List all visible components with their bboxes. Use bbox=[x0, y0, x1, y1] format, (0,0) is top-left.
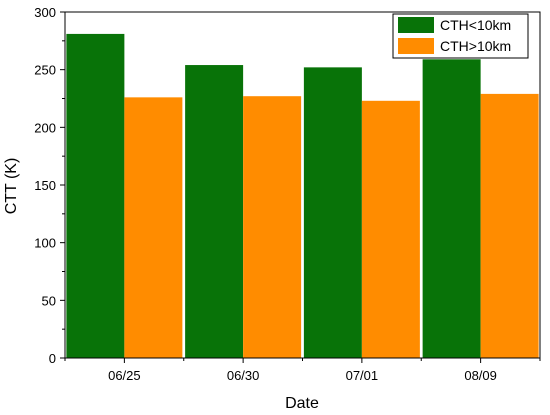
y-tick-label: 250 bbox=[34, 63, 56, 78]
legend-swatch-cth-above-10km bbox=[398, 38, 434, 54]
x-tick-label: 07/01 bbox=[346, 368, 379, 383]
y-tick-label: 50 bbox=[42, 293, 56, 308]
legend: CTH<10km CTH>10km bbox=[392, 13, 529, 59]
y-axis-title: CTT (K) bbox=[3, 158, 20, 215]
bar-cth-below-10km-07-01 bbox=[303, 67, 362, 359]
x-tick-label: 06/30 bbox=[227, 368, 260, 383]
bar-cth-below-10km-06-25 bbox=[66, 33, 125, 359]
bar-cth-above-10km-08-09 bbox=[480, 93, 539, 359]
y-tick-label: 300 bbox=[34, 5, 56, 20]
bar-cth-below-10km-08-09 bbox=[422, 59, 481, 358]
legend-label-cth-above-10km: CTH>10km bbox=[440, 38, 511, 54]
bars-group bbox=[66, 33, 539, 359]
bar-cth-above-10km-06-25 bbox=[124, 97, 183, 358]
y-tick-label: 0 bbox=[49, 351, 56, 366]
x-tick-label: 08/09 bbox=[464, 368, 497, 383]
y-tick-label: 200 bbox=[34, 120, 56, 135]
legend-label-cth-below-10km: CTH<10km bbox=[440, 17, 511, 33]
legend-swatch-cth-below-10km bbox=[398, 17, 434, 33]
plot-frame bbox=[64, 11, 541, 359]
bar-cth-above-10km-06-30 bbox=[243, 96, 302, 359]
bar-cth-below-10km-06-30 bbox=[185, 65, 244, 358]
y-tick-label: 100 bbox=[34, 236, 56, 251]
y-tick-label: 150 bbox=[34, 178, 56, 193]
x-axis-title: Date bbox=[285, 395, 319, 412]
x-tick-label: 06/25 bbox=[108, 368, 141, 383]
axes-group: 06/25 06/30 07/01 08/09 0 50 100 150 200 250 300 bbox=[34, 5, 541, 383]
bar-cth-above-10km-07-01 bbox=[361, 100, 420, 358]
